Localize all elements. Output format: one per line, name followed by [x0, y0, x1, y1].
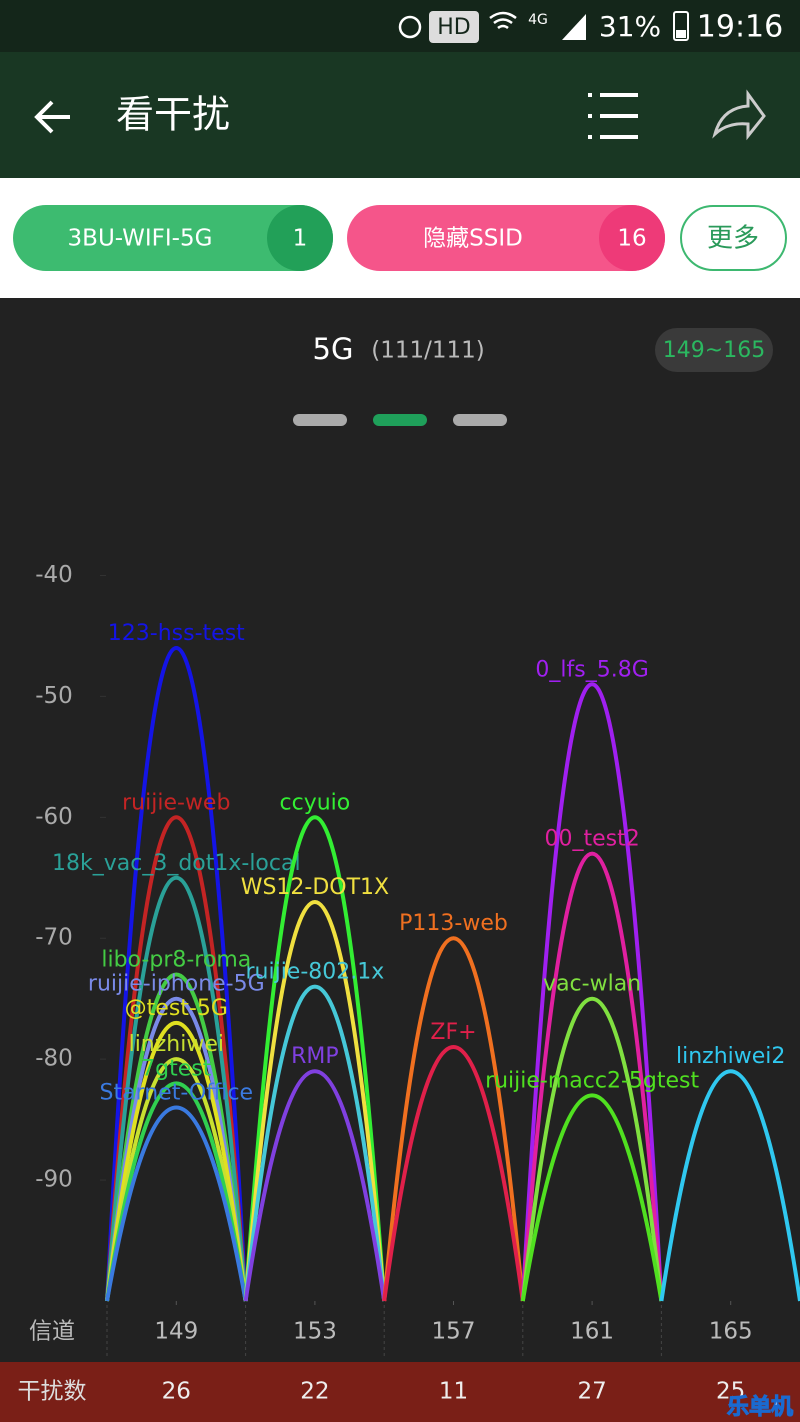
battery-text: 31%	[599, 10, 661, 43]
menu-button[interactable]	[588, 93, 638, 139]
chip-count: 16	[617, 226, 646, 252]
ssid-label: 123-hss-test	[108, 621, 245, 646]
chip-count-bg	[599, 205, 665, 271]
interference-count: 26	[162, 1379, 191, 1405]
range-label: 149~165	[663, 338, 765, 363]
filter-chip[interactable]	[347, 205, 665, 271]
signal-arc	[105, 1081, 248, 1302]
ssid-label: 18k_vac_3_dot1x-local	[52, 851, 301, 876]
more-label: 更多	[707, 224, 759, 254]
filter-chip[interactable]	[13, 205, 333, 271]
signal-arc	[243, 984, 387, 1302]
channel-row-label: 信道	[29, 1319, 75, 1345]
ssid-label: Starnet-Office	[99, 1081, 253, 1106]
signal-icon	[562, 14, 586, 40]
channel-row	[0, 1300, 800, 1362]
interference-count: 25	[716, 1379, 745, 1405]
range-pill[interactable]	[655, 328, 773, 372]
signal-arc	[105, 1057, 248, 1302]
y-tick-label: -50	[35, 683, 73, 709]
hd-text: HD	[437, 15, 470, 40]
app-bar	[0, 52, 800, 178]
ssid-label: 7gtest	[141, 1056, 212, 1081]
page-dot[interactable]	[293, 414, 347, 426]
chip-count-bg	[267, 205, 333, 271]
y-tick-label: -90	[35, 1167, 73, 1193]
ssid-label: ruijie-802.1x	[245, 960, 384, 985]
count-row	[0, 1362, 800, 1422]
y-tick-label: -40	[35, 562, 73, 588]
signal-arc	[520, 996, 664, 1302]
wifi-icon	[489, 11, 517, 30]
signal-arc	[659, 1069, 800, 1302]
signal-arc	[382, 1045, 525, 1302]
share-button[interactable]	[712, 89, 766, 141]
signal-arc	[243, 899, 387, 1302]
count-row-label: 干扰数	[18, 1379, 87, 1405]
page-dot-active[interactable]	[373, 414, 427, 426]
ssid-label: ccyuio	[280, 790, 351, 815]
band-name: 5G	[313, 332, 354, 366]
signal-arc	[105, 876, 248, 1302]
x-tick-label: 153	[293, 1319, 337, 1345]
ssid-label: RMP	[291, 1044, 339, 1069]
app-title: 看干扰	[116, 93, 230, 137]
interference-count: 22	[300, 1379, 329, 1405]
chip-label: 3BU-WIFI-5G	[68, 226, 213, 252]
ssid-label: 00_test2	[544, 827, 639, 852]
hd-badge	[429, 11, 479, 43]
y-tick-label: -80	[35, 1046, 73, 1072]
band-count: (111/111)	[371, 338, 485, 364]
ssid-label: ZF+	[430, 1020, 476, 1045]
ssid-label: ruijie-macc2-5gtest	[485, 1068, 699, 1093]
x-tick-label: 149	[154, 1319, 198, 1345]
chip-label: 隐藏SSID	[423, 226, 523, 252]
plot: -40 -50 -60 -70 -80 -90 149 26 153 22 157 11 161 27 16…	[35, 562, 800, 1405]
watermark: 乐单机	[727, 1395, 793, 1420]
network-type: 4G	[528, 12, 548, 28]
signal-arc	[520, 1093, 664, 1302]
ssid-label: linzhiwei2	[676, 1044, 785, 1069]
back-button[interactable]	[34, 100, 70, 134]
ssid-label: vac-wlan	[543, 972, 641, 997]
interference-count: 11	[439, 1379, 468, 1405]
more-button[interactable]	[680, 205, 787, 271]
signal-arc	[105, 1021, 248, 1302]
x-tick-label: 157	[432, 1319, 476, 1345]
page-dot[interactable]	[453, 414, 507, 426]
signal-arc	[243, 815, 387, 1302]
ssid-label: WS12-DOT1X	[241, 875, 389, 900]
x-tick-label: 161	[570, 1319, 614, 1345]
battery-level	[676, 30, 686, 38]
clock: 19:16	[697, 10, 783, 45]
alarm-icon	[398, 15, 422, 39]
chip-count: 1	[293, 226, 308, 252]
ssid-label: P113-web	[399, 911, 508, 936]
signal-arc	[105, 815, 248, 1302]
ssid-label: ruijie-web	[122, 790, 230, 815]
signal-arc	[382, 936, 525, 1302]
ssid-label: linzhiwei	[129, 1032, 224, 1057]
signal-arc	[243, 1069, 387, 1302]
signal-arc	[105, 1105, 248, 1302]
ssid-label: ruijie-iphone-5G	[88, 972, 265, 997]
signal-arc	[105, 996, 248, 1302]
y-tick-label: -70	[35, 925, 73, 951]
chart-panel	[0, 298, 800, 1422]
interference-count: 27	[577, 1379, 606, 1405]
signal-arc	[520, 682, 664, 1302]
signal-arc	[520, 851, 664, 1302]
ssid-label: @test-5G	[125, 996, 228, 1021]
ssid-label: libo-pr8-roma	[101, 948, 251, 973]
y-tick-label: -60	[35, 804, 73, 830]
signal-arc	[105, 646, 248, 1302]
ssid-label: 0_lfs_5.8G	[535, 657, 648, 682]
x-tick-label: 165	[709, 1319, 753, 1345]
battery-icon	[673, 11, 689, 41]
